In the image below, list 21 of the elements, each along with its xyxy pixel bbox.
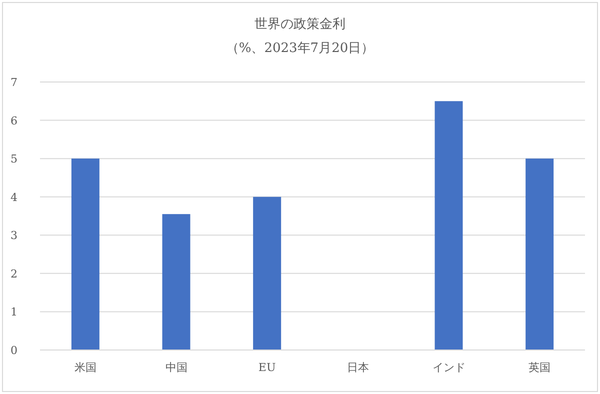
chart-subtitle: （%、2023年7月20日） bbox=[226, 41, 374, 56]
y-tick-label: 4 bbox=[10, 190, 18, 204]
y-tick-label: 1 bbox=[10, 306, 18, 319]
bar bbox=[434, 101, 463, 350]
x-tick-label: EU bbox=[258, 361, 276, 374]
x-tick-label: 中国 bbox=[165, 361, 188, 374]
y-tick-label: 7 bbox=[10, 76, 18, 89]
y-tick-label: 5 bbox=[10, 152, 18, 166]
x-tick-label: インド bbox=[432, 361, 466, 374]
bar bbox=[71, 158, 100, 350]
bar bbox=[162, 214, 190, 350]
bar bbox=[526, 158, 554, 350]
x-tick-label: 日本 bbox=[346, 361, 369, 374]
x-tick-label: 英国 bbox=[528, 361, 551, 374]
y-tick-label: 2 bbox=[10, 267, 18, 280]
bar bbox=[253, 196, 282, 350]
x-tick-label: 米国 bbox=[74, 361, 96, 374]
y-tick-label: 6 bbox=[10, 114, 18, 128]
y-tick-label: 0 bbox=[10, 344, 18, 357]
chart-title: 世界の政策金利 bbox=[254, 17, 346, 32]
y-tick-label: 3 bbox=[10, 229, 18, 242]
